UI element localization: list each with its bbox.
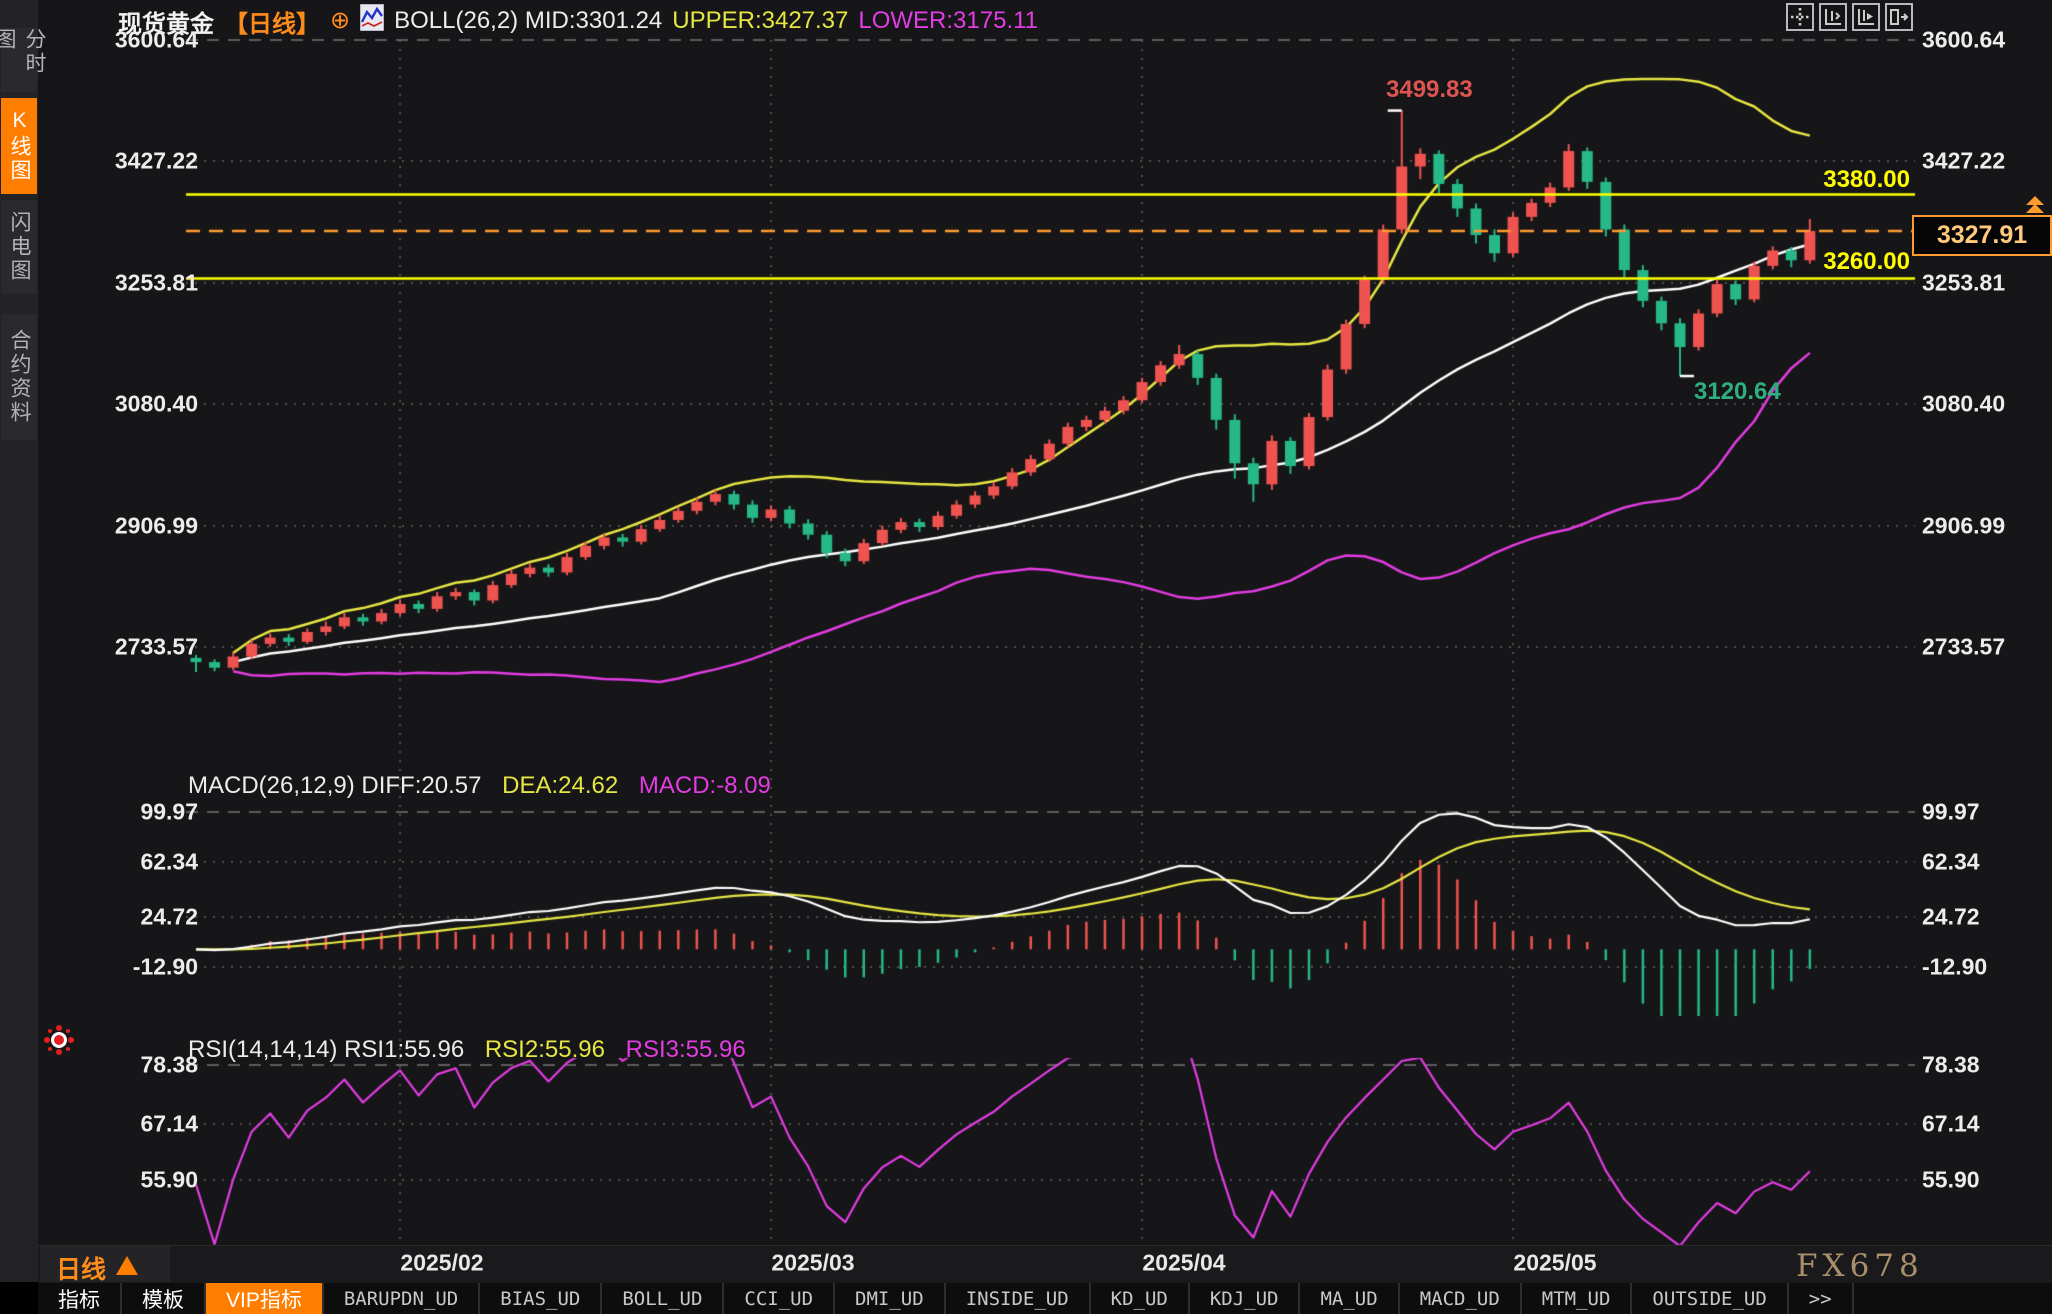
indicator-tab-bar: 指标 模板 VIP指标 BARUPDN_UD BIAS_UD BOLL_UD C… [38, 1283, 2052, 1314]
rsi1-value: RSI(14,14,14) RSI1:55.96 [188, 1036, 465, 1063]
date-axis-label: 2025/02 [400, 1249, 484, 1276]
panel-collapse-icon[interactable] [1885, 3, 1913, 31]
tab-kd-ud[interactable]: KD_UD [1091, 1283, 1190, 1314]
date-axis-label: 2025/03 [771, 1249, 855, 1276]
macd-bar-value: MACD:-8.09 [638, 772, 771, 799]
tab-templates[interactable]: 模板 [122, 1283, 206, 1314]
tab-indicators[interactable]: 指标 [38, 1283, 122, 1314]
date-axis-label: 2025/05 [1513, 1249, 1597, 1276]
tab-cci-ud[interactable]: CCI_UD [724, 1283, 836, 1314]
period-tag[interactable]: 【日线】 [224, 10, 320, 38]
tab-dmi-ud[interactable]: DMI_UD [835, 1283, 946, 1314]
symbol-name: 现货黄金 [118, 10, 214, 38]
sidebar-tab-flash-chart[interactable]: 闪电图 [1, 200, 37, 294]
high-price-annotation: 3499.83 [1386, 76, 1473, 103]
brand-watermark: FX678 [1796, 1248, 1924, 1284]
price-axis-label: 3600.64 [1922, 26, 2006, 53]
sidebar-tab-time-chart[interactable]: 分时图 [0, 28, 46, 92]
macd-axis-label: 24.72 [140, 903, 198, 930]
price-axis-label: 2906.99 [114, 512, 198, 539]
boll-upper-value: UPPER:3427.37 [672, 7, 849, 34]
price-axis-label: 2733.57 [1922, 633, 2006, 660]
low-price-annotation: 3120.64 [1694, 378, 1781, 405]
macd-dea-value: DEA:24.62 [502, 772, 619, 799]
price-axis-label: 3080.40 [114, 390, 198, 417]
macd-axis-label: 99.97 [140, 798, 198, 825]
tab-barupdn-ud[interactable]: BARUPDN_UD [324, 1283, 481, 1314]
sidebar-tab-label: 闪电图 [8, 211, 31, 283]
live-indicator-icon [51, 1032, 67, 1048]
tab-vip-indicators[interactable]: VIP指标 [206, 1283, 324, 1314]
boll-mid-value: BOLL(26,2) MID:3301.24 [394, 7, 663, 34]
support-level-label: 3260.00 [1823, 248, 1910, 275]
date-axis-label: 2025/04 [1142, 1249, 1226, 1276]
boll-lower-value: LOWER:3175.11 [858, 7, 1039, 34]
sidebar-tab-label: 分时图 [0, 28, 46, 76]
sidebar-tab-kline-chart[interactable]: K线图 [1, 98, 37, 194]
current-price-box[interactable]: 3327.91 [1912, 215, 2052, 256]
rsi-pane-header: RSI(14,14,14) RSI1:55.96 RSI2:55.96 RSI3… [188, 1036, 760, 1064]
rsi-axis-label: 78.38 [140, 1051, 198, 1078]
axis-left-icon[interactable] [1819, 3, 1847, 31]
sidebar-tab-contract-info[interactable]: 合约资料 [1, 314, 37, 440]
macd-title: MACD(26,12,9) DIFF:20.57 [188, 772, 482, 799]
chart-header: 现货黄金 【日线】 ⊕ BOLL(26,2) MID:3301.24 UPPER… [118, 3, 1039, 38]
price-axis-label: 3253.81 [114, 269, 198, 296]
mini-chart-icon [359, 3, 385, 38]
rsi-axis-label: 67.14 [1922, 1110, 1980, 1137]
macd-axis-label: 99.97 [1922, 798, 1980, 825]
chart-toolbar [1786, 3, 1913, 31]
rsi-axis-label: 55.90 [140, 1166, 198, 1193]
period-caret-icon[interactable] [116, 1256, 138, 1275]
rsi3-value: RSI3:55.96 [625, 1036, 746, 1063]
price-axis-label: 3427.22 [1922, 147, 2006, 174]
macd-axis-label: 62.34 [1922, 848, 1980, 875]
macd-axis-label: 24.72 [1922, 903, 1980, 930]
tab-kdj-ud[interactable]: KDJ_UD [1190, 1283, 1301, 1314]
period-selector-label[interactable]: 日线 [56, 1256, 107, 1284]
macd-pane-header: MACD(26,12,9) DIFF:20.57 DEA:24.62 MACD:… [188, 772, 785, 800]
price-axis-label: 3253.81 [1922, 269, 2006, 296]
price-axis-label: 3600.64 [114, 26, 198, 53]
tab-inside-ud[interactable]: INSIDE_UD [946, 1283, 1091, 1314]
rsi-axis-label: 67.14 [140, 1110, 198, 1137]
price-axis-label: 2906.99 [1922, 512, 2006, 539]
tab-more[interactable]: >> [1789, 1283, 1854, 1314]
tab-bias-ud[interactable]: BIAS_UD [480, 1283, 603, 1314]
tab-mtm-ud[interactable]: MTM_UD [1522, 1283, 1633, 1314]
tab-outside-ud[interactable]: OUTSIDE_UD [1632, 1283, 1789, 1314]
bottom-left-corner [0, 1282, 38, 1314]
tab-boll-ud[interactable]: BOLL_UD [602, 1283, 725, 1314]
tab-ma-ud[interactable]: MA_UD [1300, 1283, 1400, 1314]
price-axis-label: 3080.40 [1922, 390, 2006, 417]
period-selector-chip[interactable] [40, 1246, 170, 1282]
tab-macd-ud[interactable]: MACD_UD [1400, 1283, 1522, 1314]
axis-play-icon[interactable] [1852, 3, 1880, 31]
date-axis-strip [38, 1245, 2052, 1283]
resistance-level-label: 3380.00 [1823, 166, 1910, 193]
price-axis-label: 3427.22 [114, 147, 198, 174]
sidebar-tab-label: 合约资料 [8, 329, 31, 425]
macd-axis-label: 62.34 [140, 848, 198, 875]
current-price-value: 3327.91 [1936, 221, 2028, 249]
rsi2-value: RSI2:55.96 [484, 1036, 605, 1063]
macd-axis-label: -12.90 [1922, 953, 1988, 980]
crosshair-icon[interactable] [1786, 3, 1814, 31]
price-axis-label: 2733.57 [114, 633, 198, 660]
left-sidebar: 分时图 K线图 闪电图 合约资料 [0, 0, 46, 1282]
macd-axis-label: -12.90 [132, 953, 198, 980]
add-indicator-icon[interactable]: ⊕ [330, 7, 351, 34]
rsi-axis-label: 55.90 [1922, 1166, 1980, 1193]
sidebar-tab-label: K线图 [8, 109, 31, 183]
rsi-axis-label: 78.38 [1922, 1051, 1980, 1078]
